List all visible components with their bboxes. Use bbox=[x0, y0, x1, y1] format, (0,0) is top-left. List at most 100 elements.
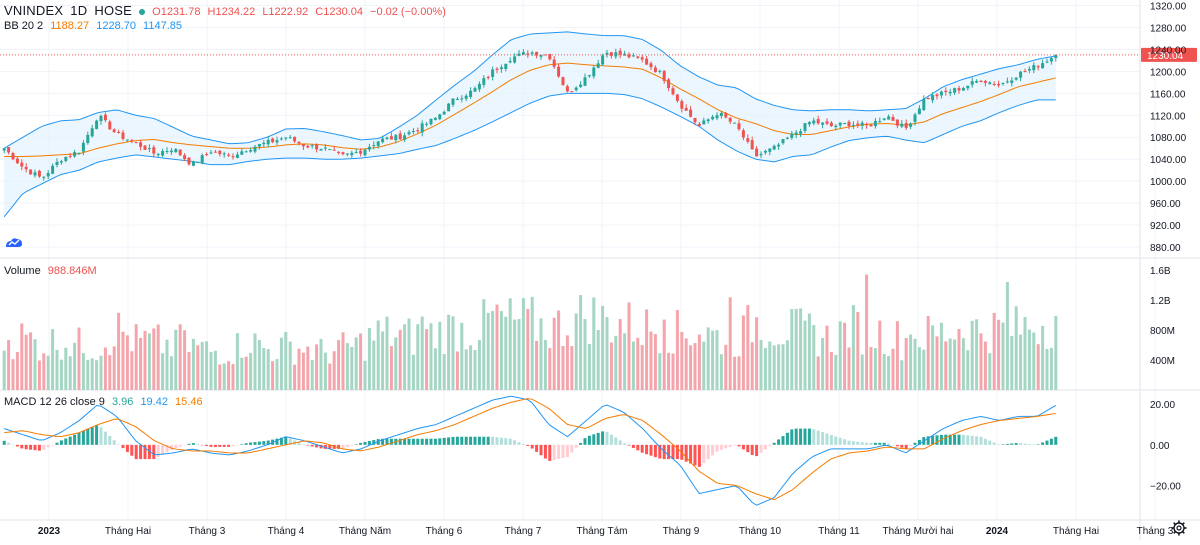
volume-bar bbox=[24, 334, 28, 390]
candle-body bbox=[631, 55, 635, 57]
volume-bar bbox=[345, 343, 349, 390]
macd-hist-bar bbox=[596, 432, 600, 445]
macd-hist-bar bbox=[627, 444, 631, 446]
price-tick-label: 1320.00 bbox=[1150, 1, 1187, 12]
volume-bar bbox=[77, 327, 81, 390]
candle-body bbox=[847, 121, 851, 127]
macd-hist-bar bbox=[618, 440, 622, 445]
candle-body bbox=[117, 131, 121, 133]
volume-bar bbox=[495, 304, 499, 390]
macd-legend[interactable]: MACD 12 26 close 9 3.96 19.42 15.46 bbox=[4, 396, 207, 408]
candle-body bbox=[345, 153, 349, 155]
candle-body bbox=[363, 149, 367, 156]
macd-hist-bar bbox=[121, 444, 125, 449]
volume-bar bbox=[473, 349, 477, 390]
volume-bar bbox=[152, 328, 156, 390]
candle-body bbox=[315, 144, 319, 150]
candle-body bbox=[222, 153, 226, 155]
volume-bar bbox=[873, 348, 877, 390]
candle-body bbox=[741, 130, 745, 138]
candle-body bbox=[416, 130, 420, 132]
macd-hist-bar bbox=[975, 436, 979, 445]
volume-bar bbox=[627, 302, 631, 390]
candle-body bbox=[262, 142, 266, 145]
candle-body bbox=[433, 117, 437, 120]
volume-bar bbox=[279, 337, 283, 390]
candle-body bbox=[20, 162, 24, 167]
volume-bar bbox=[139, 337, 143, 390]
macd-hist-bar bbox=[1036, 444, 1040, 445]
candle-body bbox=[530, 52, 534, 54]
macd-hist-bar bbox=[887, 443, 891, 445]
macd-hist-bar bbox=[117, 444, 121, 445]
macd-hist-bar bbox=[895, 444, 899, 447]
macd-hist-bar bbox=[785, 432, 789, 445]
macd-hist-bar bbox=[799, 428, 803, 445]
macd-hist-bar bbox=[196, 444, 200, 445]
macd-hist-bar bbox=[517, 442, 521, 445]
ohlc-high: H1234.22 bbox=[207, 6, 256, 18]
candle-body bbox=[90, 128, 94, 137]
macd-hist-bar bbox=[539, 444, 543, 456]
candle-body bbox=[913, 114, 917, 122]
candle-body bbox=[504, 63, 508, 69]
macd-hist-bar bbox=[825, 433, 829, 445]
volume-bar bbox=[169, 356, 173, 390]
macd-hist-bar bbox=[77, 432, 81, 445]
volume-bar bbox=[420, 316, 424, 390]
macd-hist-bar bbox=[548, 444, 552, 461]
macd-hist-bar bbox=[860, 442, 864, 445]
volume-bar bbox=[535, 340, 539, 390]
settings-gear-icon[interactable] bbox=[1171, 520, 1187, 536]
volume-bars bbox=[2, 274, 1058, 390]
symbol-name[interactable]: VNINDEX bbox=[4, 3, 64, 18]
macd-hist-bar bbox=[904, 444, 908, 449]
interval[interactable]: 1D bbox=[70, 3, 88, 18]
candle-body bbox=[970, 81, 974, 85]
candle-body bbox=[816, 119, 820, 124]
candle-body bbox=[495, 68, 499, 70]
candle-body bbox=[310, 145, 314, 147]
volume-bar bbox=[156, 324, 160, 390]
macd-line bbox=[4, 395, 1057, 506]
macd-hist-bar bbox=[970, 435, 974, 445]
candle-body bbox=[645, 58, 649, 65]
symbol-legend[interactable]: VNINDEX 1D HOSE O1231.78 H1234.22 L1222.… bbox=[4, 3, 450, 18]
macd-hist-bar bbox=[746, 444, 750, 453]
volume-bar bbox=[614, 335, 618, 390]
volume-bar bbox=[178, 324, 182, 390]
candle-body bbox=[103, 114, 107, 121]
volume-legend[interactable]: Volume 988.846M bbox=[4, 265, 101, 277]
macd-hist-bar bbox=[873, 442, 877, 445]
bb-legend[interactable]: BB 20 2 1188.27 1228.70 1147.85 bbox=[4, 20, 186, 32]
candle-body bbox=[834, 125, 838, 128]
candle-body bbox=[895, 119, 899, 126]
macd-hist-bar bbox=[1001, 444, 1005, 445]
macd-hist-bar bbox=[649, 444, 653, 456]
candle-body bbox=[376, 141, 380, 146]
macd-hist-bar bbox=[636, 444, 640, 451]
macd-hist-bar bbox=[213, 444, 217, 447]
tradingview-logo-icon[interactable] bbox=[5, 236, 23, 248]
volume-bar bbox=[684, 338, 688, 390]
volume-tick-label: 400M bbox=[1150, 356, 1175, 367]
macd-hist-bar bbox=[7, 442, 11, 445]
candle-body bbox=[772, 145, 776, 150]
candle-body bbox=[147, 148, 151, 150]
volume-bar bbox=[970, 320, 974, 390]
last-price-badge-text: 1230.04 bbox=[1147, 51, 1184, 62]
bb-basis-line bbox=[4, 62, 1056, 157]
volume-bar bbox=[174, 329, 178, 390]
volume-bar bbox=[741, 315, 745, 390]
volume-bar bbox=[73, 342, 77, 390]
macd-hist-bar bbox=[147, 444, 151, 460]
candle-body bbox=[240, 151, 244, 155]
volume-bar bbox=[90, 358, 94, 390]
macd-hist-bar bbox=[288, 438, 292, 445]
macd-hist-bar bbox=[15, 444, 19, 447]
macd-hist-bar bbox=[464, 436, 468, 445]
macd-hist-value: 3.96 bbox=[111, 396, 134, 408]
macd-hist-bar bbox=[834, 436, 838, 445]
